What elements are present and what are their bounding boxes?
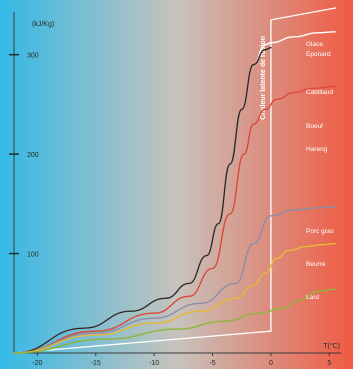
y-tick-label: 200 (27, 152, 39, 159)
series-line-cabillaud (13, 47, 272, 354)
y-axis-label: (kJ/Kg) (32, 21, 54, 28)
series-label-boeuf: Boeuf (306, 123, 323, 130)
series-line-beurre (13, 242, 336, 354)
series-label-glace-eponard: Glace Eponard (306, 41, 331, 58)
x-tick-label: 5 (327, 360, 331, 367)
x-tick-label: -20 (32, 360, 42, 367)
series-line-lard (13, 288, 336, 354)
y-tick-label: 100 (27, 252, 39, 259)
series-label-lard: Lard (306, 294, 319, 301)
x-tick-label: -10 (149, 360, 159, 367)
series-label-beurre: Beurre (306, 261, 326, 268)
x-tick-label: -5 (209, 360, 215, 367)
x-tick-label: -15 (91, 360, 101, 367)
series-line-porc-gras (13, 206, 336, 354)
series-label-porc-gras: Porc gras (306, 228, 335, 235)
series-label-cabillaud: Cabillaud (306, 89, 333, 96)
x-tick-label: 0 (269, 360, 273, 367)
series-line-boeuf (13, 85, 336, 354)
y-tick-label: 300 (27, 53, 39, 60)
series-label-hareng: Hareng (306, 146, 328, 153)
latent-heat-label: Chaleur latente de fusion (260, 36, 267, 120)
x-axis-label: T(°C) (323, 342, 340, 350)
latent-heat-band (13, 7, 337, 354)
